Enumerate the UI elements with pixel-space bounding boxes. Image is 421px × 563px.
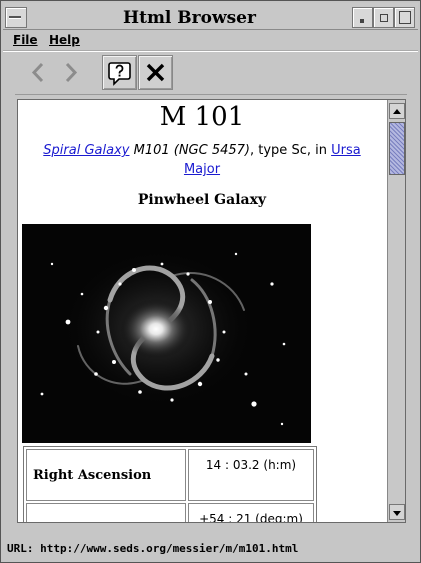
coordinates-table: Right Ascension 14 : 03.2 (h:m) Declinat… bbox=[23, 446, 317, 522]
right-ascension-value: 14 : 03.2 (h:m) bbox=[188, 449, 314, 501]
window-menu-button[interactable] bbox=[5, 7, 27, 28]
page-title: M 101 bbox=[159, 102, 245, 132]
declination-label: Declination bbox=[26, 503, 186, 522]
maximize-button[interactable] bbox=[373, 7, 394, 28]
html-viewport[interactable]: M 101 Spiral Galaxy M101 (NGC 5457), typ… bbox=[17, 99, 406, 523]
table-row: Declination +54 : 21 (deg:m) bbox=[26, 503, 314, 522]
type-text: , type Sc, in bbox=[250, 143, 332, 158]
title-bar[interactable]: Html Browser bbox=[3, 3, 418, 30]
minimize-button[interactable] bbox=[352, 7, 373, 28]
restore-icon bbox=[399, 11, 411, 24]
object-description: Spiral Galaxy M101 (NGC 5457), type Sc, … bbox=[24, 141, 380, 179]
help-bubble-icon bbox=[108, 62, 131, 86]
maximize-icon bbox=[380, 14, 388, 22]
vertical-scrollbar[interactable] bbox=[387, 100, 405, 522]
spiral-galaxy-link[interactable]: Spiral Galaxy bbox=[43, 143, 130, 158]
chevron-left-icon bbox=[31, 62, 44, 83]
table-row: Right Ascension 14 : 03.2 (h:m) bbox=[26, 449, 314, 501]
close-x-icon bbox=[146, 63, 165, 82]
back-button[interactable] bbox=[21, 55, 56, 90]
scroll-up-button[interactable] bbox=[389, 103, 405, 119]
close-page-button[interactable] bbox=[138, 55, 173, 90]
menu-file-label: File bbox=[13, 33, 38, 47]
menu-bar: File Help bbox=[3, 30, 418, 51]
status-url: URL: http://www.seds.org/messier/m/m101.… bbox=[7, 542, 299, 555]
object-designation: M101 (NGC 5457) bbox=[129, 143, 250, 158]
help-button[interactable] bbox=[102, 55, 137, 90]
galaxy-image bbox=[22, 224, 311, 443]
chevron-right-icon bbox=[65, 62, 78, 83]
menu-file[interactable]: File bbox=[13, 33, 38, 47]
arrow-up-icon bbox=[393, 109, 401, 114]
arrow-down-icon bbox=[393, 511, 401, 516]
common-name: Pinwheel Galaxy bbox=[137, 192, 267, 208]
page-content: M 101 Spiral Galaxy M101 (NGC 5457), typ… bbox=[18, 100, 386, 522]
restore-button[interactable] bbox=[394, 7, 415, 28]
minimize-icon bbox=[360, 19, 364, 23]
menu-help-label: Help bbox=[49, 33, 80, 47]
scroll-down-button[interactable] bbox=[389, 504, 405, 520]
toolbar-separator bbox=[15, 94, 407, 95]
right-ascension-label: Right Ascension bbox=[26, 449, 186, 501]
window-title: Html Browser bbox=[123, 8, 256, 28]
menu-help[interactable]: Help bbox=[49, 33, 80, 47]
ursa-major-link[interactable]: Ursa Major bbox=[183, 143, 361, 177]
window-menu-icon bbox=[9, 16, 21, 18]
forward-button[interactable] bbox=[53, 55, 88, 90]
scrollbar-thumb[interactable] bbox=[389, 122, 405, 175]
toolbar bbox=[3, 51, 418, 94]
declination-value: +54 : 21 (deg:m) bbox=[188, 503, 314, 522]
